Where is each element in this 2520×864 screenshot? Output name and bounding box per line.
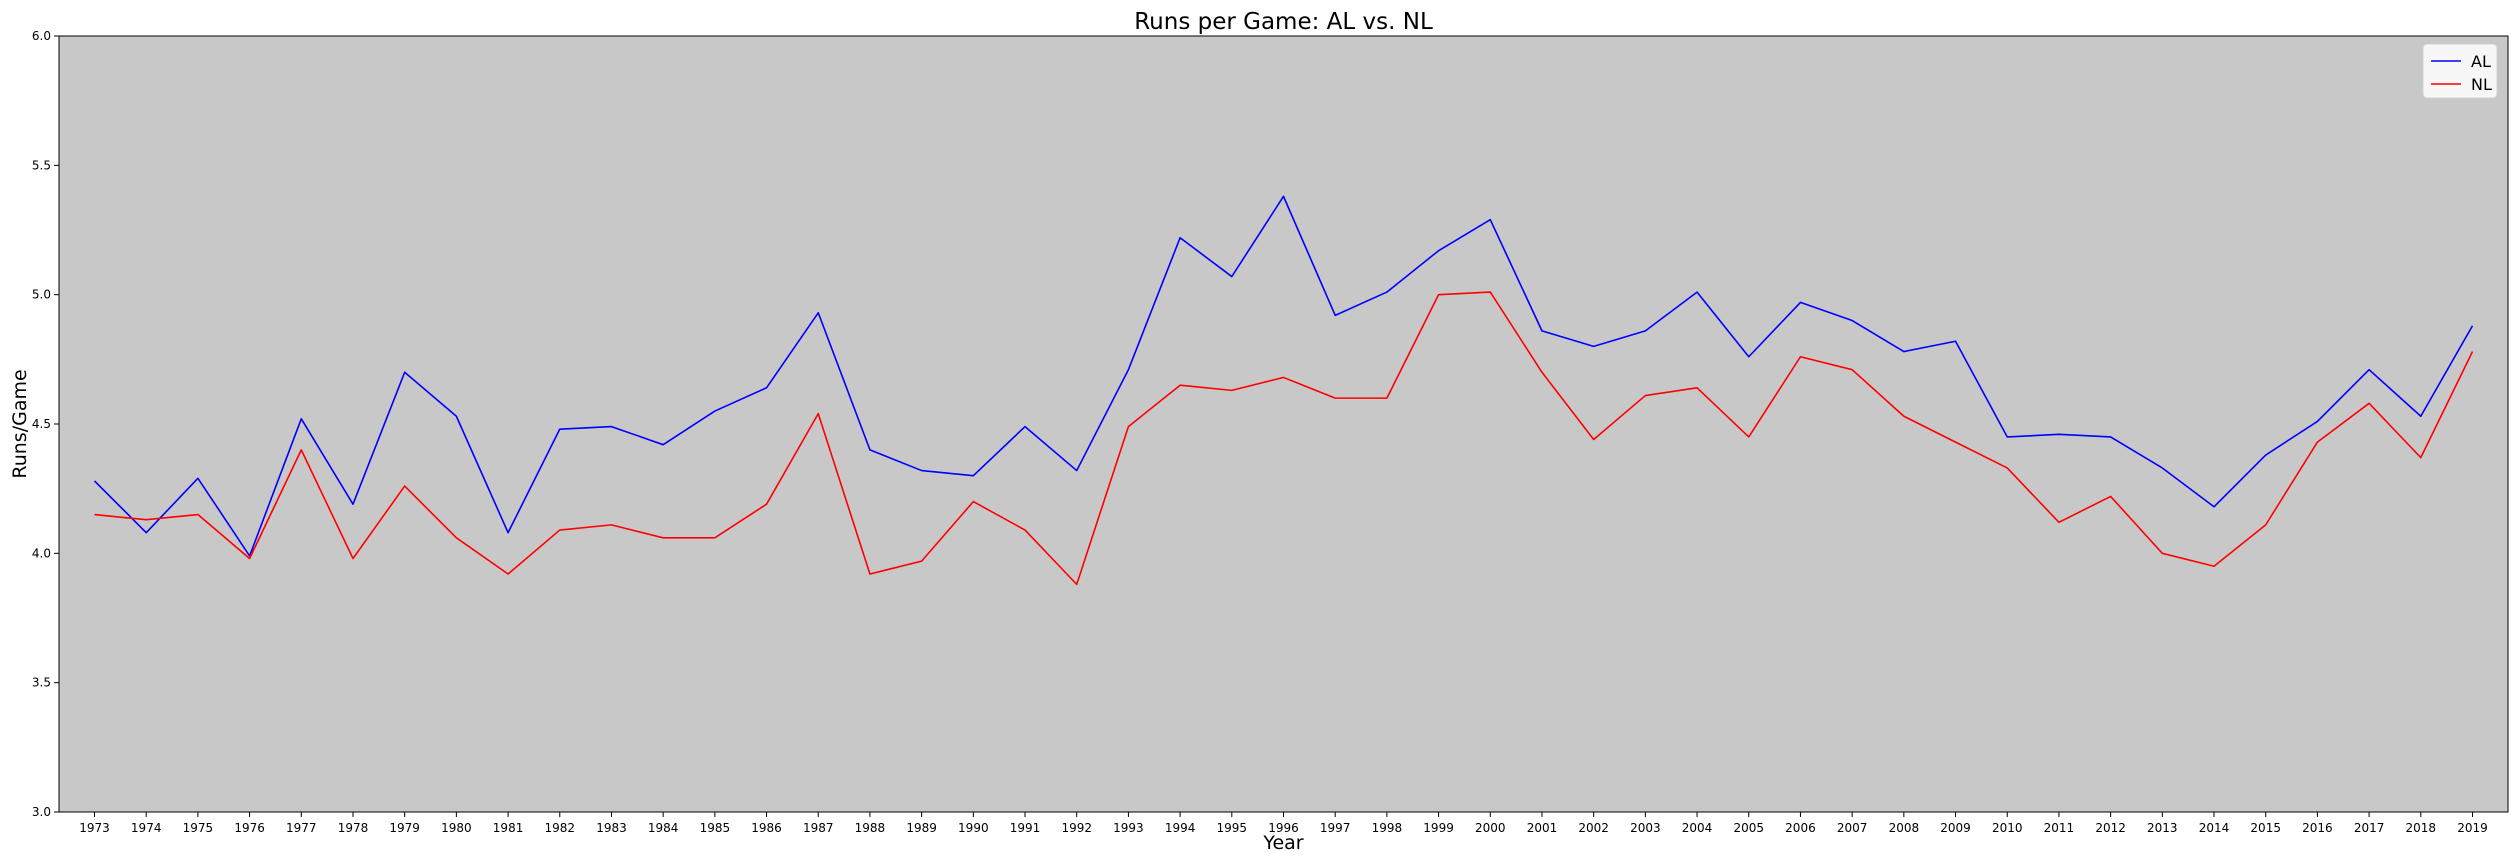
x-axis-label: Year	[1262, 832, 1303, 854]
x-tick-label: 2015	[2250, 821, 2281, 835]
x-tick-label: 1978	[338, 821, 369, 835]
y-tick-label: 5.5	[32, 158, 51, 172]
y-axis-label: Runs/Game	[9, 369, 31, 478]
x-tick-label: 2018	[2406, 821, 2437, 835]
x-tick-label: 1982	[544, 821, 575, 835]
x-tick-label: 2001	[1527, 821, 1558, 835]
y-tick-label: 4.0	[32, 546, 51, 560]
y-tick-label: 4.5	[32, 417, 51, 431]
x-tick-label: 1987	[803, 821, 834, 835]
x-tick-label: 1992	[1061, 821, 1092, 835]
x-axis: 1973 1974 1975 1976 1977 1978 1979 1980 1981 1982…	[79, 812, 2488, 835]
x-tick-label: 1975	[183, 821, 214, 835]
chart-title: Runs per Game: AL vs. NL	[1134, 9, 1433, 35]
x-tick-label: 2013	[2147, 821, 2178, 835]
series-line-al	[93, 195, 2474, 557]
x-tick-label: 1998	[1372, 821, 1403, 835]
x-tick-label: 2011	[2044, 821, 2075, 835]
x-tick-label: 2006	[1785, 821, 1816, 835]
x-tick-label: 1988	[855, 821, 886, 835]
x-tick-label: 1995	[1217, 821, 1248, 835]
legend-label-nl: NL	[2471, 75, 2492, 94]
y-tick-label: 3.5	[32, 676, 51, 690]
series-line-nl	[94, 291, 2474, 586]
x-tick-label: 1974	[131, 821, 162, 835]
x-tick-label: 1996	[1268, 821, 1299, 835]
x-tick-label: 1994	[1165, 821, 1196, 835]
y-tick-label: 5.0	[32, 288, 51, 302]
x-tick-label: 2004	[1682, 821, 1713, 835]
legend: AL NL	[2422, 43, 2498, 99]
x-tick-label: 2010	[1992, 821, 2023, 835]
x-tick-label: 1981	[493, 821, 524, 835]
x-tick-label: 2007	[1837, 821, 1868, 835]
legend-label-al: AL	[2471, 52, 2491, 71]
y-tick-label: 3.0	[32, 805, 51, 819]
x-tick-label: 2017	[2354, 821, 2385, 835]
x-tick-label: 2008	[1889, 821, 1920, 835]
x-tick-label: 1997	[1320, 821, 1351, 835]
x-tick-label: 1973	[79, 821, 110, 835]
x-tick-label: 2005	[1733, 821, 1764, 835]
x-tick-label: 1991	[1010, 821, 1041, 835]
x-tick-label: 1989	[906, 821, 937, 835]
x-tick-label: 1986	[751, 821, 782, 835]
x-tick-label: 2009	[1940, 821, 1971, 835]
x-tick-label: 1985	[700, 821, 731, 835]
x-tick-label: 2016	[2302, 821, 2333, 835]
x-tick-label: 1976	[234, 821, 265, 835]
x-tick-label: 2019	[2457, 821, 2488, 835]
plot-area	[59, 36, 2508, 812]
x-tick-label: 1977	[286, 821, 317, 835]
x-tick-label: 1979	[389, 821, 420, 835]
x-tick-label: 1980	[441, 821, 472, 835]
x-tick-label: 2002	[1578, 821, 1609, 835]
x-tick-label: 2012	[2095, 821, 2126, 835]
x-tick-label: 1993	[1113, 821, 1144, 835]
x-tick-label: 2000	[1475, 821, 1506, 835]
x-tick-label: 2014	[2199, 821, 2230, 835]
x-tick-label: 1990	[958, 821, 989, 835]
x-tick-label: 1999	[1423, 821, 1454, 835]
x-tick-label: 2003	[1630, 821, 1661, 835]
series-layer	[93, 195, 2474, 586]
y-axis: 3.0 3.5 4.0 4.5 5.0 5.5 6.0	[32, 29, 59, 819]
y-tick-label: 6.0	[32, 29, 51, 43]
x-tick-label: 1983	[596, 821, 627, 835]
x-tick-label: 1984	[648, 821, 679, 835]
